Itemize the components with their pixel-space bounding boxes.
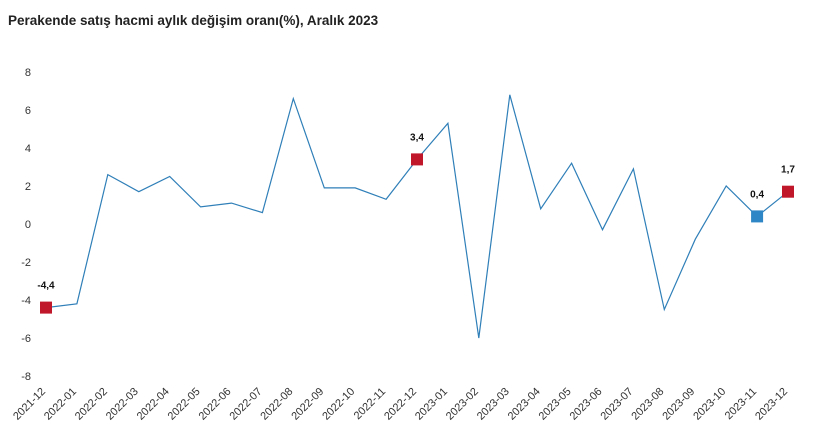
y-tick-label: 0 xyxy=(25,219,31,231)
x-tick-label: 2022-12 xyxy=(382,386,419,423)
y-tick-label: 2 xyxy=(25,181,31,193)
y-tick-label: -8 xyxy=(21,371,31,383)
x-tick-label: 2022-11 xyxy=(352,386,388,422)
y-tick-label: 6 xyxy=(25,105,31,117)
x-tick-label: 2023-09 xyxy=(660,386,697,423)
y-tick-label: -2 xyxy=(21,257,31,269)
x-tick-label: 2023-04 xyxy=(506,386,543,423)
x-tick-label: 2023-05 xyxy=(537,386,574,423)
x-tick-label: 2023-12 xyxy=(753,386,790,423)
x-tick-label: 2022-05 xyxy=(166,386,203,423)
y-tick-label: 4 xyxy=(25,143,31,155)
data-label: -4,4 xyxy=(37,281,55,292)
marker-layer xyxy=(40,153,794,314)
x-tick-label: 2022-07 xyxy=(228,386,265,423)
x-tick-label: 2022-02 xyxy=(73,386,110,423)
x-tick-label: 2022-03 xyxy=(104,386,141,423)
x-axis: 2021-122022-012022-022022-032022-042022-… xyxy=(11,386,790,423)
x-tick-label: 2023-03 xyxy=(475,386,512,423)
data-label: 3,4 xyxy=(410,132,424,143)
y-tick-label: 8 xyxy=(25,67,31,79)
x-tick-label: 2023-07 xyxy=(599,386,636,423)
x-tick-label: 2023-01 xyxy=(413,386,450,423)
x-tick-label: 2022-10 xyxy=(320,386,357,423)
highlight-marker xyxy=(751,210,764,223)
x-tick-label: 2022-09 xyxy=(289,386,326,423)
x-tick-label: 2023-08 xyxy=(629,386,666,423)
data-label: 1,7 xyxy=(781,165,795,176)
x-tick-label: 2023-02 xyxy=(444,386,481,423)
highlight-marker xyxy=(782,185,794,198)
data-label-layer: -4,4 3,4 0,4 1,7 xyxy=(37,132,795,291)
x-tick-label: 2023-10 xyxy=(691,386,728,423)
x-tick-label: 2022-04 xyxy=(135,386,172,423)
y-tick-label: -4 xyxy=(21,295,31,307)
x-tick-label: 2022-01 xyxy=(42,386,79,423)
highlight-marker xyxy=(40,301,52,314)
y-tick-label: -6 xyxy=(21,333,31,345)
x-tick-label: 2022-06 xyxy=(197,386,234,423)
series-line xyxy=(45,94,789,339)
x-tick-label: 2023-11 xyxy=(723,386,759,422)
x-tick-label: 2022-08 xyxy=(258,386,295,423)
highlight-marker xyxy=(411,153,423,166)
chart-title: Perakende satış hacmi aylık değişim oran… xyxy=(8,13,379,28)
x-tick-label: 2021-12 xyxy=(11,386,48,423)
x-tick-label: 2023-06 xyxy=(568,386,605,423)
series-layer xyxy=(45,94,789,339)
y-axis: 8 6 4 2 0 -2 -4 -6 -8 xyxy=(21,67,31,383)
data-label: 0,4 xyxy=(750,189,764,200)
